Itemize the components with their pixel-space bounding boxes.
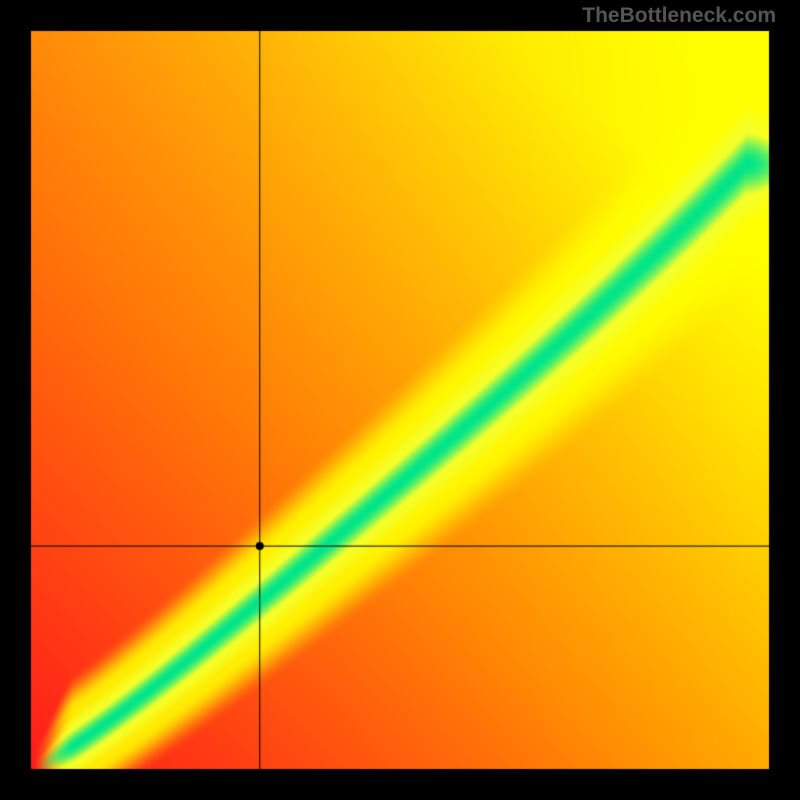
watermark-text: TheBottleneck.com xyxy=(582,4,776,28)
chart-container: TheBottleneck.com xyxy=(0,0,800,800)
heatmap-canvas xyxy=(0,0,800,800)
